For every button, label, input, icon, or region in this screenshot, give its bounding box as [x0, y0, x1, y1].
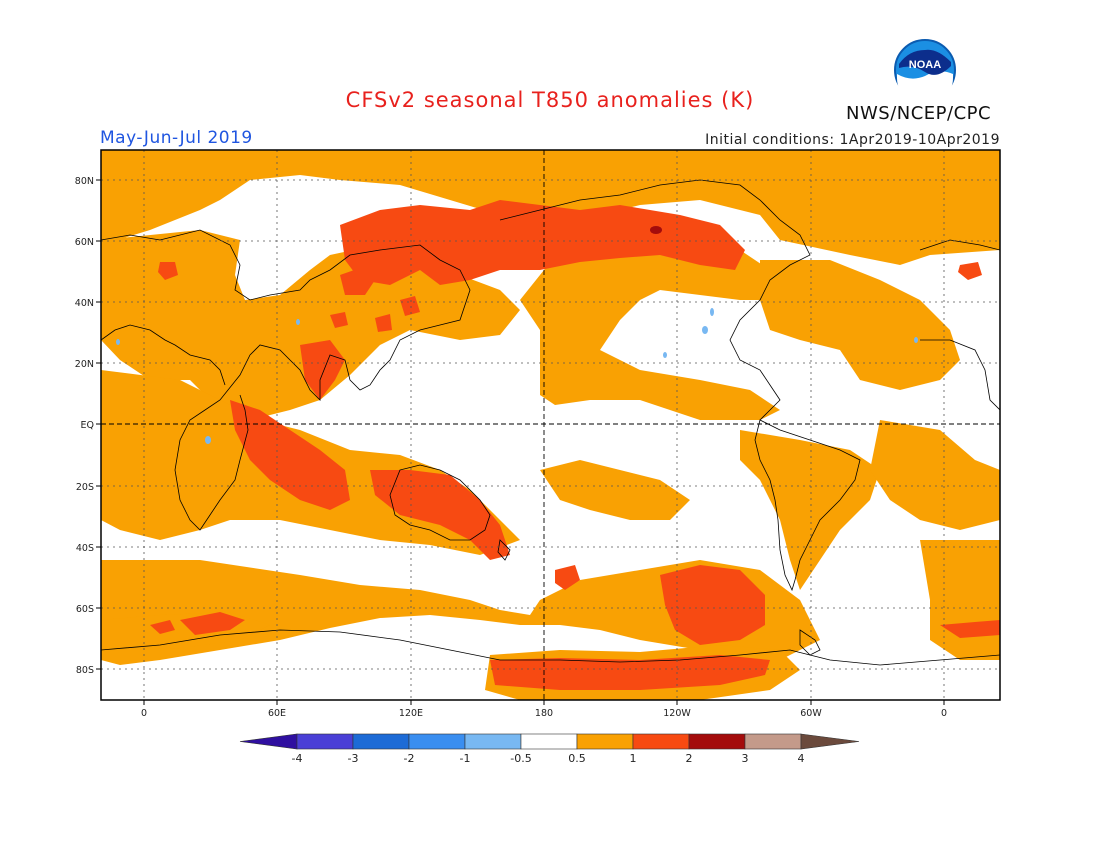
lat-label: EQ: [81, 420, 94, 431]
colorbar-label: 2: [686, 752, 693, 765]
lat-label: 80N: [75, 176, 94, 187]
colorbar-label: 4: [798, 752, 805, 765]
colorbar-label: 1: [630, 752, 637, 765]
colorbar-label: -0.5: [510, 752, 531, 765]
colorbar-label: 3: [742, 752, 749, 765]
anomaly-field: [101, 150, 1000, 700]
lon-label: 0: [141, 708, 147, 719]
colorbar-segment: [632, 733, 690, 750]
colorbar: -4 -3 -2 -1 -0.5 0.5 1 2 3 4: [239, 733, 860, 765]
coastlines: [101, 179, 1000, 666]
anomaly-1-2-regions: [150, 200, 1000, 690]
colorbar-segment: [464, 733, 522, 750]
anomaly-2-3-region: [650, 226, 662, 234]
lat-label: 20S: [76, 482, 94, 493]
colorbar-segment: [520, 733, 578, 750]
logo-text: NOAA: [909, 59, 941, 71]
equator-dateline: [101, 150, 1000, 700]
latitude-labels: 80N 60N 40N 20N EQ 20S 40S 60S 80S: [75, 176, 94, 676]
colorbar-label: 0.5: [568, 752, 586, 765]
map-title: CFSv2 seasonal T850 anomalies (K): [345, 88, 755, 112]
colorbar-label: -4: [292, 752, 303, 765]
lat-label: 20N: [75, 359, 94, 370]
map-frame: [100, 149, 1001, 701]
colorbar-segment: [576, 733, 634, 750]
gridlines: [101, 150, 1000, 700]
colorbar-arrow-left: [239, 733, 298, 750]
colorbar-label: -3: [348, 752, 359, 765]
lon-label: 120W: [663, 708, 691, 719]
colorbar-segment: [352, 733, 410, 750]
longitude-labels: 0 60E 120E 180 120W 60W 0: [141, 708, 947, 719]
lon-label: 60E: [268, 708, 286, 719]
colorbar-segment: [744, 733, 802, 750]
colorbar-segment: [408, 733, 466, 750]
noaa-logo: NOAA: [894, 39, 956, 102]
lon-label: 180: [535, 708, 553, 719]
initial-conditions: Initial conditions: 1Apr2019-10Apr2019: [705, 132, 1000, 148]
forecast-period: May-Jun-Jul 2019: [100, 128, 253, 148]
lat-label: 40N: [75, 298, 94, 309]
colorbar-segment: [688, 733, 746, 750]
agency-label: NWS/NCEP/CPC: [846, 103, 992, 124]
lon-label: 60W: [800, 708, 822, 719]
colorbar-label: -1: [460, 752, 471, 765]
colorbar-arrow-right: [800, 733, 860, 750]
lat-label: 60S: [76, 604, 94, 615]
lon-label: 0: [941, 708, 947, 719]
anomaly-negative-regions: [116, 308, 918, 444]
lon-label: 120E: [399, 708, 423, 719]
lat-label: 80S: [76, 665, 94, 676]
lat-label: 40S: [76, 543, 94, 554]
lat-label: 60N: [75, 237, 94, 248]
colorbar-label: -2: [404, 752, 415, 765]
colorbar-segment: [296, 733, 354, 750]
